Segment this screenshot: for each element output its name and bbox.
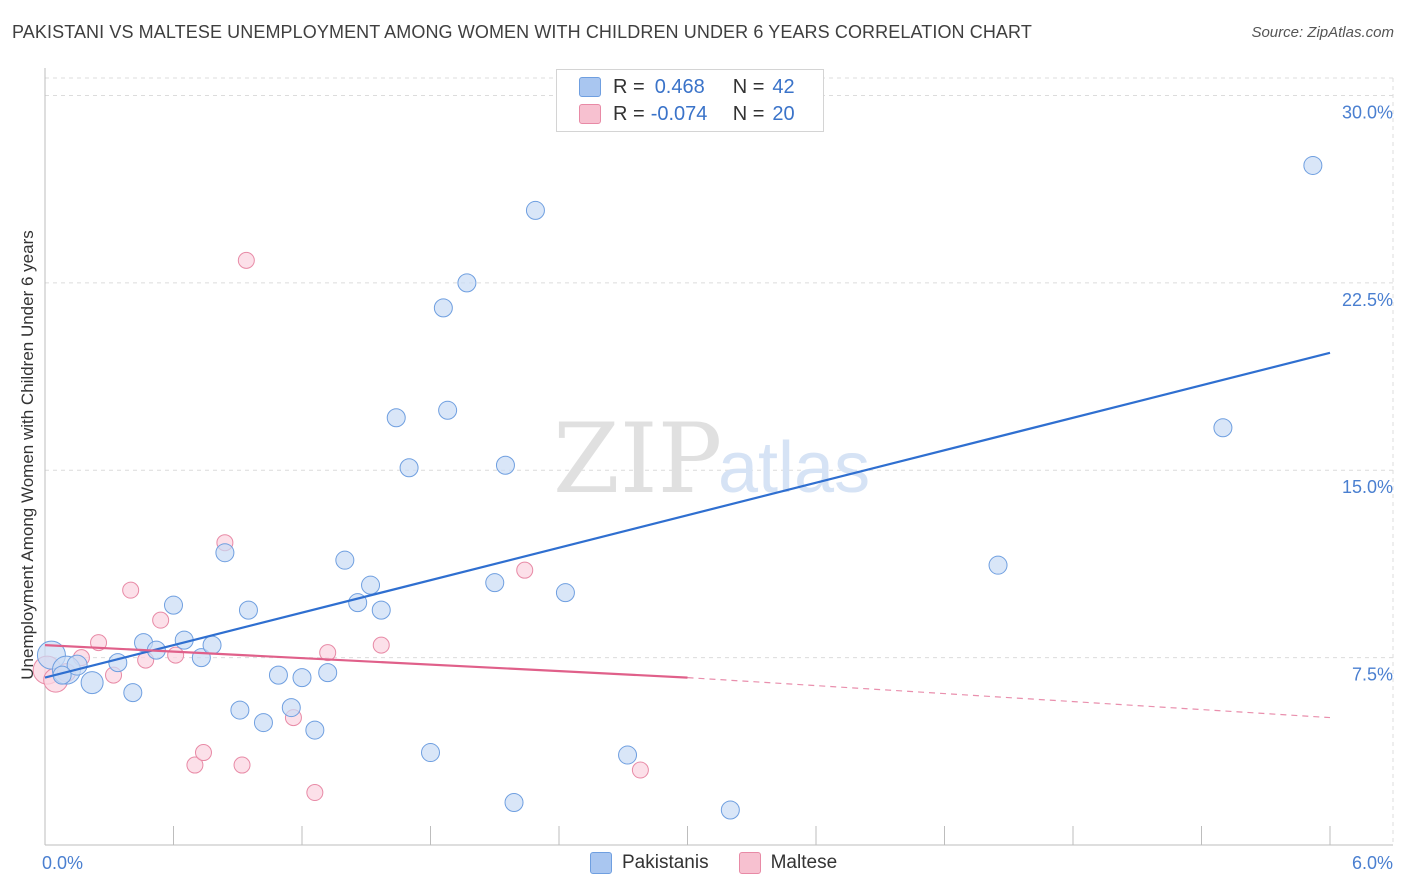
correlation-legend: R = 0.468 N = 42 R = -0.074 N = 20 — [556, 69, 824, 132]
maltese-trend-line-extension — [687, 677, 1331, 719]
maltese-point — [186, 756, 204, 774]
maltese-points — [32, 251, 649, 802]
series-legend-maltese[interactable]: Maltese — [738, 852, 838, 874]
pakistani-point — [238, 600, 258, 620]
pakistani-point — [253, 713, 273, 733]
pakistani-point — [305, 720, 325, 740]
pakistani-point — [123, 683, 143, 703]
legend-n-label: N = — [732, 75, 765, 98]
pakistani-point — [215, 543, 235, 563]
pakistani-trend-line — [44, 351, 1331, 679]
maltese-point — [152, 611, 170, 629]
legend-row-maltese: R = -0.074 N = 20 — [579, 102, 795, 126]
tick-labels: 7.5% 15.0% 22.5% 30.0% 0.0% 6.0% — [42, 102, 1393, 873]
maltese-point — [631, 761, 649, 779]
x-tick-label: 6.0% — [1352, 853, 1393, 873]
pakistani-point — [720, 800, 740, 820]
maltese-point — [372, 636, 390, 654]
maltese-trend-line — [44, 644, 688, 679]
maltese-point — [194, 744, 212, 762]
pakistani-point — [386, 408, 406, 428]
pakistani-point — [281, 698, 301, 718]
pakistani-point — [433, 298, 453, 318]
pakistani-point — [457, 273, 477, 293]
series-legend: Pakistanis Maltese — [590, 852, 867, 874]
pakistani-point — [318, 663, 338, 683]
legend-n-value: 42 — [772, 75, 795, 98]
pakistani-point — [361, 575, 381, 595]
pakistani-point — [485, 573, 505, 593]
x-tick-label: 0.0% — [42, 853, 83, 873]
series-legend-pakistanis[interactable]: Pakistanis — [590, 852, 709, 874]
maltese-point — [237, 251, 255, 269]
pakistani-point — [292, 668, 312, 688]
pakistani-point — [399, 458, 419, 478]
legend-n-value: 20 — [772, 102, 795, 125]
legend-r-value: -0.074 — [650, 102, 708, 125]
pakistani-point — [421, 743, 440, 763]
pakistani-point — [618, 745, 638, 765]
pakistani-point — [335, 550, 355, 570]
y-tick-label: 30.0% — [1342, 102, 1393, 122]
legend-r-label: R = — [613, 75, 645, 98]
pakistani-point — [268, 665, 288, 685]
pakistani-point — [525, 200, 545, 220]
trend-lines — [44, 351, 1331, 719]
pakistani-point — [371, 600, 391, 620]
maltese-point — [122, 581, 140, 599]
pakistani-points — [36, 155, 1323, 820]
legend-row-pakistanis: R = 0.468 N = 42 — [579, 75, 795, 99]
watermark: ZIP atlas — [553, 403, 870, 515]
pakistani-point — [202, 635, 222, 655]
legend-n-label: N = — [732, 102, 765, 125]
maltese-point — [167, 646, 185, 664]
watermark-zip: ZIP — [553, 403, 722, 515]
pakistani-point — [80, 671, 104, 695]
chart-title: PAKISTANI VS MALTESE UNEMPLOYMENT AMONG … — [12, 22, 1032, 42]
y-tick-label: 7.5% — [1352, 665, 1393, 685]
source-label: Source: ZipAtlas.com — [1251, 24, 1394, 41]
maltese-point — [233, 756, 251, 774]
series-label-maltese: Maltese — [770, 852, 838, 873]
watermark-atlas: atlas — [718, 428, 870, 508]
pakistani-point — [1303, 155, 1323, 175]
maltese-point — [516, 561, 534, 579]
pakistani-point — [438, 400, 458, 420]
y-tick-label: 15.0% — [1342, 477, 1393, 497]
maltese-point — [306, 784, 324, 802]
maltese-point — [319, 644, 337, 662]
pakistani-point — [504, 793, 524, 813]
legend-swatch-maltese — [579, 104, 601, 124]
y-tick-label: 22.5% — [1342, 290, 1393, 310]
legend-r-label: R = — [613, 102, 645, 125]
legend-r-value: 0.468 — [654, 75, 705, 98]
series-swatch-pakistanis — [590, 852, 612, 874]
pakistani-point — [555, 583, 575, 603]
series-swatch-maltese — [738, 852, 761, 874]
pakistani-point — [988, 555, 1008, 575]
legend-swatch-pakistanis — [579, 77, 601, 97]
y-axis-title: Unemployment Among Women with Children U… — [18, 230, 37, 679]
series-label-pakistanis: Pakistanis — [622, 852, 709, 873]
pakistani-point — [1213, 418, 1233, 438]
pakistani-point — [230, 700, 250, 720]
pakistani-point — [164, 595, 183, 615]
pakistani-point — [108, 653, 128, 673]
axes — [44, 68, 1393, 846]
pakistani-point — [495, 455, 515, 475]
